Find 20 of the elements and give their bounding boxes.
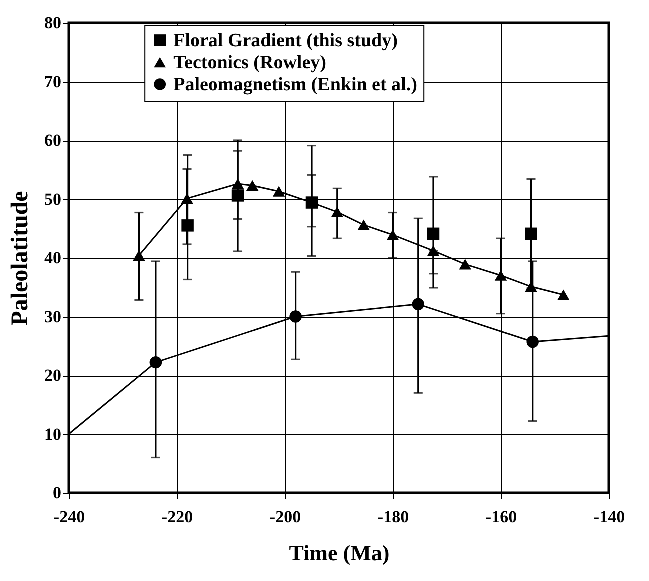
y-tick-label: 10 (44, 424, 62, 444)
y-tick-label: 0 (53, 484, 62, 502)
y-tick-label: 80 (44, 14, 62, 32)
x-tick-label: -180 (378, 508, 410, 526)
y-tick-label: 40 (44, 248, 62, 268)
x-tick-label: -160 (486, 508, 518, 526)
x-tick-label: -220 (162, 508, 194, 526)
x-tick-label: -240 (54, 508, 86, 526)
x-tick-label: -200 (270, 508, 302, 526)
y-tick-label: 20 (44, 366, 62, 385)
y-tick-label: 70 (44, 72, 62, 92)
x-tick-label: -140 (594, 508, 626, 526)
y-tick-label: 30 (44, 307, 62, 326)
y-tick-label: 60 (44, 131, 62, 150)
y-tick-label: 50 (44, 190, 62, 209)
x-axis-title: Time (Ma) (289, 540, 390, 566)
legend-label: Paleomagnetism (Enkin et al.) (174, 74, 418, 96)
y-axis-title: Paleolatitude (8, 190, 34, 326)
legend-label: Tectonics (Rowley) (174, 52, 326, 74)
legend-label: Floral Gradient (this study) (174, 30, 398, 52)
